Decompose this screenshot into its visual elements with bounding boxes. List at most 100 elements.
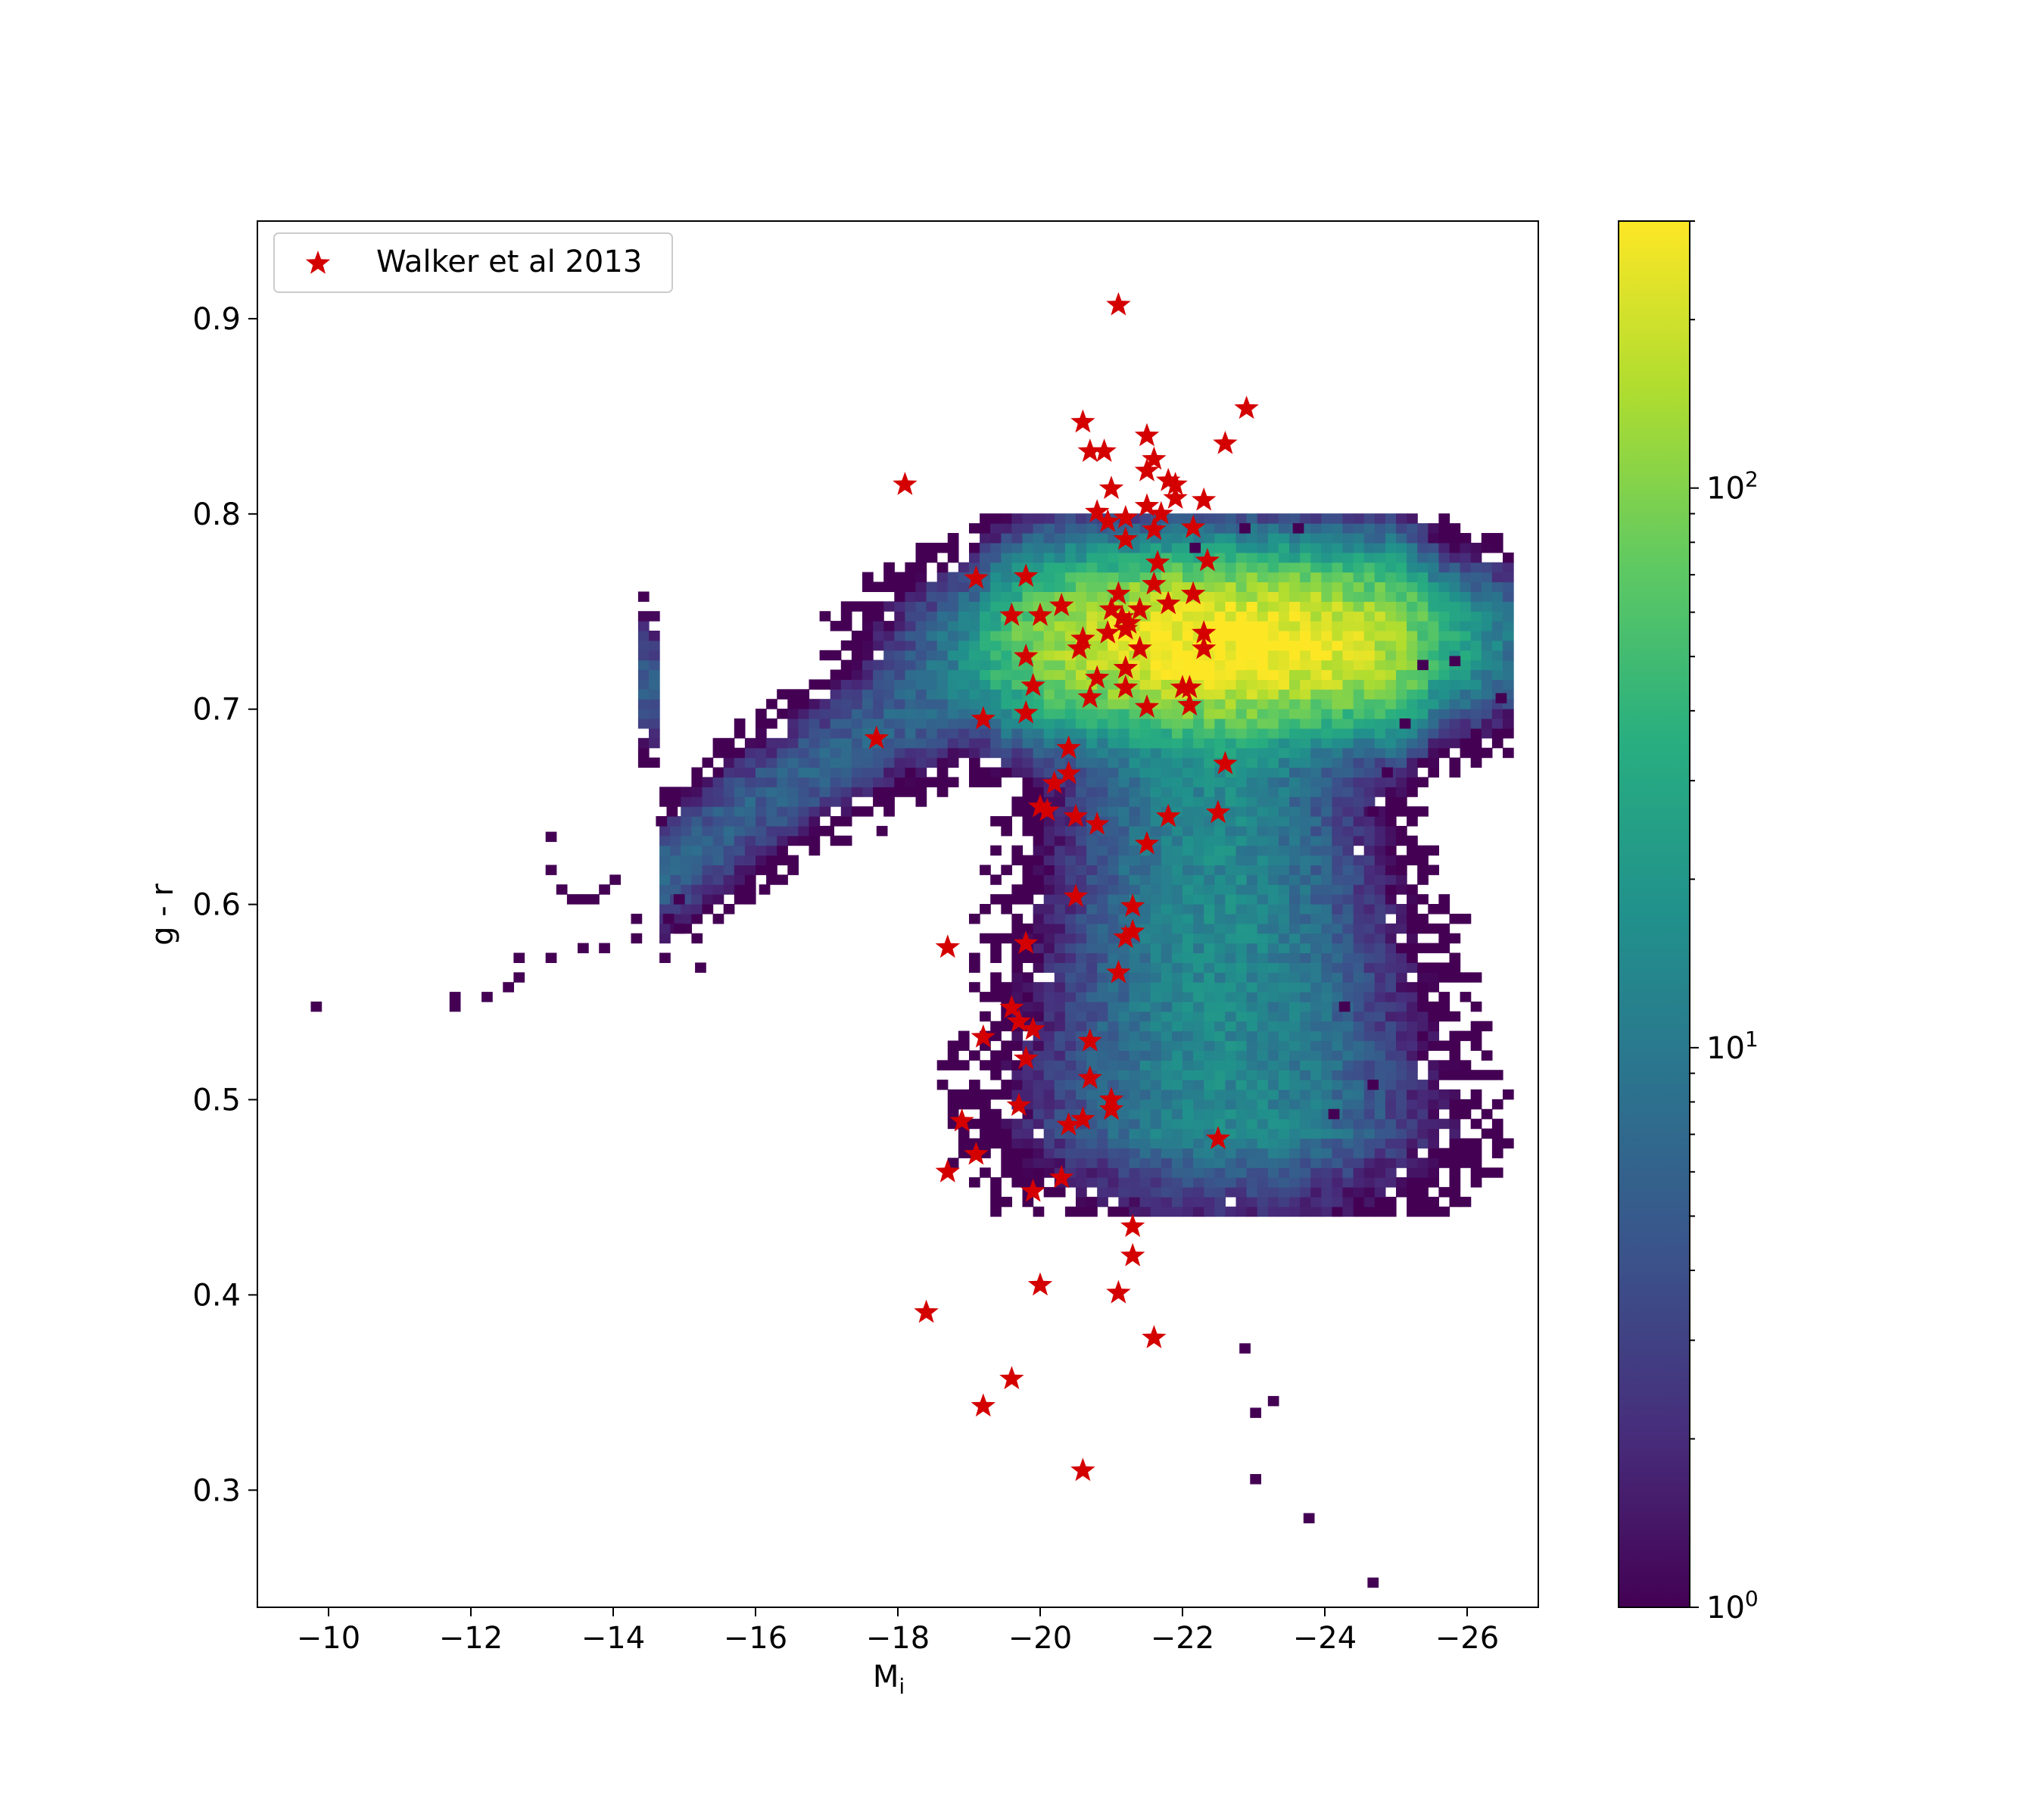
density-bin xyxy=(1257,816,1269,827)
density-bin xyxy=(1171,943,1183,954)
density-bin xyxy=(1182,796,1194,807)
density-bin xyxy=(1011,767,1024,778)
density-bin xyxy=(1396,679,1407,690)
density-bin xyxy=(1054,728,1066,739)
density-bin xyxy=(1289,796,1301,807)
density-bin xyxy=(1214,1177,1226,1188)
density-bin xyxy=(1470,552,1482,563)
density-bin xyxy=(969,640,980,651)
density-bin xyxy=(1214,1060,1226,1071)
density-bin xyxy=(1150,728,1162,739)
density-bin xyxy=(1449,1011,1461,1022)
density-bin xyxy=(1321,1011,1332,1022)
density-bin xyxy=(1182,611,1194,622)
walker-star-point xyxy=(999,995,1024,1018)
density-bin xyxy=(1385,562,1397,573)
density-bin xyxy=(809,699,821,709)
density-bin xyxy=(1064,787,1077,797)
density-bin xyxy=(1214,650,1226,661)
density-bin xyxy=(936,572,949,583)
density-bin xyxy=(1043,884,1055,895)
walker-star-points xyxy=(864,291,1259,1482)
density-bin xyxy=(1289,1158,1301,1168)
density-bin xyxy=(1470,1177,1482,1188)
density-bin xyxy=(1321,845,1332,856)
density-bin xyxy=(851,728,863,739)
density-bin xyxy=(1363,777,1376,787)
density-bin xyxy=(1129,884,1141,895)
density-bin xyxy=(777,747,788,759)
density-bin xyxy=(766,816,777,827)
density-bin xyxy=(1118,757,1130,768)
density-bin xyxy=(980,669,991,680)
density-bin xyxy=(1332,1011,1344,1022)
density-bin xyxy=(1182,513,1194,524)
density-bin xyxy=(1417,1080,1429,1090)
density-bin xyxy=(1491,709,1503,719)
density-bin xyxy=(990,777,1002,787)
colorbar-tick-base: 10 xyxy=(1706,1031,1745,1066)
density-bin xyxy=(883,669,895,680)
density-bin xyxy=(947,533,959,544)
density-bin xyxy=(1310,523,1322,534)
density-bin xyxy=(1150,796,1162,807)
density-bin xyxy=(947,1040,959,1051)
colorbar-tick-label: 101 xyxy=(1706,1027,1759,1066)
density-bin xyxy=(1353,747,1365,759)
density-bin xyxy=(1396,1040,1407,1051)
density-bin xyxy=(819,757,831,768)
density-bin xyxy=(969,1118,980,1130)
density-bin xyxy=(1001,552,1012,563)
density-bin xyxy=(1108,787,1119,797)
density-bin xyxy=(980,562,991,573)
density-bin xyxy=(1043,718,1055,729)
density-bin xyxy=(1407,659,1418,671)
density-bin xyxy=(1342,1158,1354,1168)
density-bin xyxy=(1182,728,1194,739)
density-bin xyxy=(1108,699,1119,709)
density-bin xyxy=(1342,621,1354,631)
density-bin xyxy=(1396,523,1407,534)
density-bin xyxy=(1246,1186,1258,1198)
density-bin xyxy=(980,542,991,553)
density-bin xyxy=(1246,1001,1258,1012)
density-bin xyxy=(1204,718,1215,729)
density-bin xyxy=(1235,1080,1248,1090)
density-bin xyxy=(1054,874,1066,885)
density-bin xyxy=(1417,1001,1429,1012)
density-bin xyxy=(1118,1050,1130,1061)
walker-star-point xyxy=(1192,620,1217,644)
density-bin xyxy=(1438,1040,1450,1051)
density-bin xyxy=(1267,874,1279,885)
density-bin xyxy=(1129,972,1141,983)
density-bin xyxy=(1417,874,1429,885)
density-bin xyxy=(681,796,692,807)
density-bin xyxy=(1342,552,1354,563)
density-bin xyxy=(1001,1021,1012,1032)
density-bin xyxy=(1321,894,1332,905)
walker-star-point xyxy=(1098,475,1124,500)
density-bin xyxy=(1097,796,1108,807)
density-bin xyxy=(1246,757,1258,768)
density-bin xyxy=(1374,962,1386,973)
density-bin xyxy=(947,777,959,787)
density-bin xyxy=(1064,845,1077,856)
density-bin xyxy=(1076,845,1087,856)
density-bin xyxy=(1321,709,1332,719)
density-bin xyxy=(1481,679,1493,690)
density-bin xyxy=(1129,572,1141,583)
density-bin xyxy=(1139,1099,1151,1110)
density-bin xyxy=(1300,884,1311,895)
density-bin xyxy=(1171,1167,1183,1178)
density-bin xyxy=(1108,1060,1119,1071)
density-bin xyxy=(1289,669,1301,680)
walker-star-point xyxy=(1195,547,1220,572)
density-bin xyxy=(1460,972,1472,983)
density-bin xyxy=(1449,1040,1461,1051)
density-bin xyxy=(1193,777,1204,787)
density-bin xyxy=(1417,1177,1429,1188)
density-bin xyxy=(1001,1138,1012,1148)
density-bin xyxy=(1076,992,1087,1002)
density-bin xyxy=(691,796,703,807)
density-bin xyxy=(1385,923,1397,934)
